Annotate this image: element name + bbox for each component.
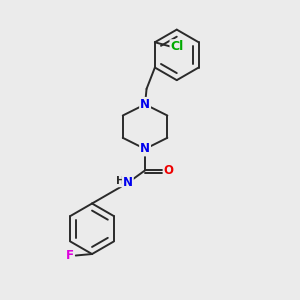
Text: N: N bbox=[123, 176, 133, 189]
Text: H: H bbox=[116, 176, 125, 186]
Text: O: O bbox=[164, 164, 174, 177]
Text: F: F bbox=[66, 249, 74, 262]
Text: N: N bbox=[140, 98, 150, 111]
Text: N: N bbox=[140, 142, 150, 155]
Text: Cl: Cl bbox=[170, 40, 184, 53]
